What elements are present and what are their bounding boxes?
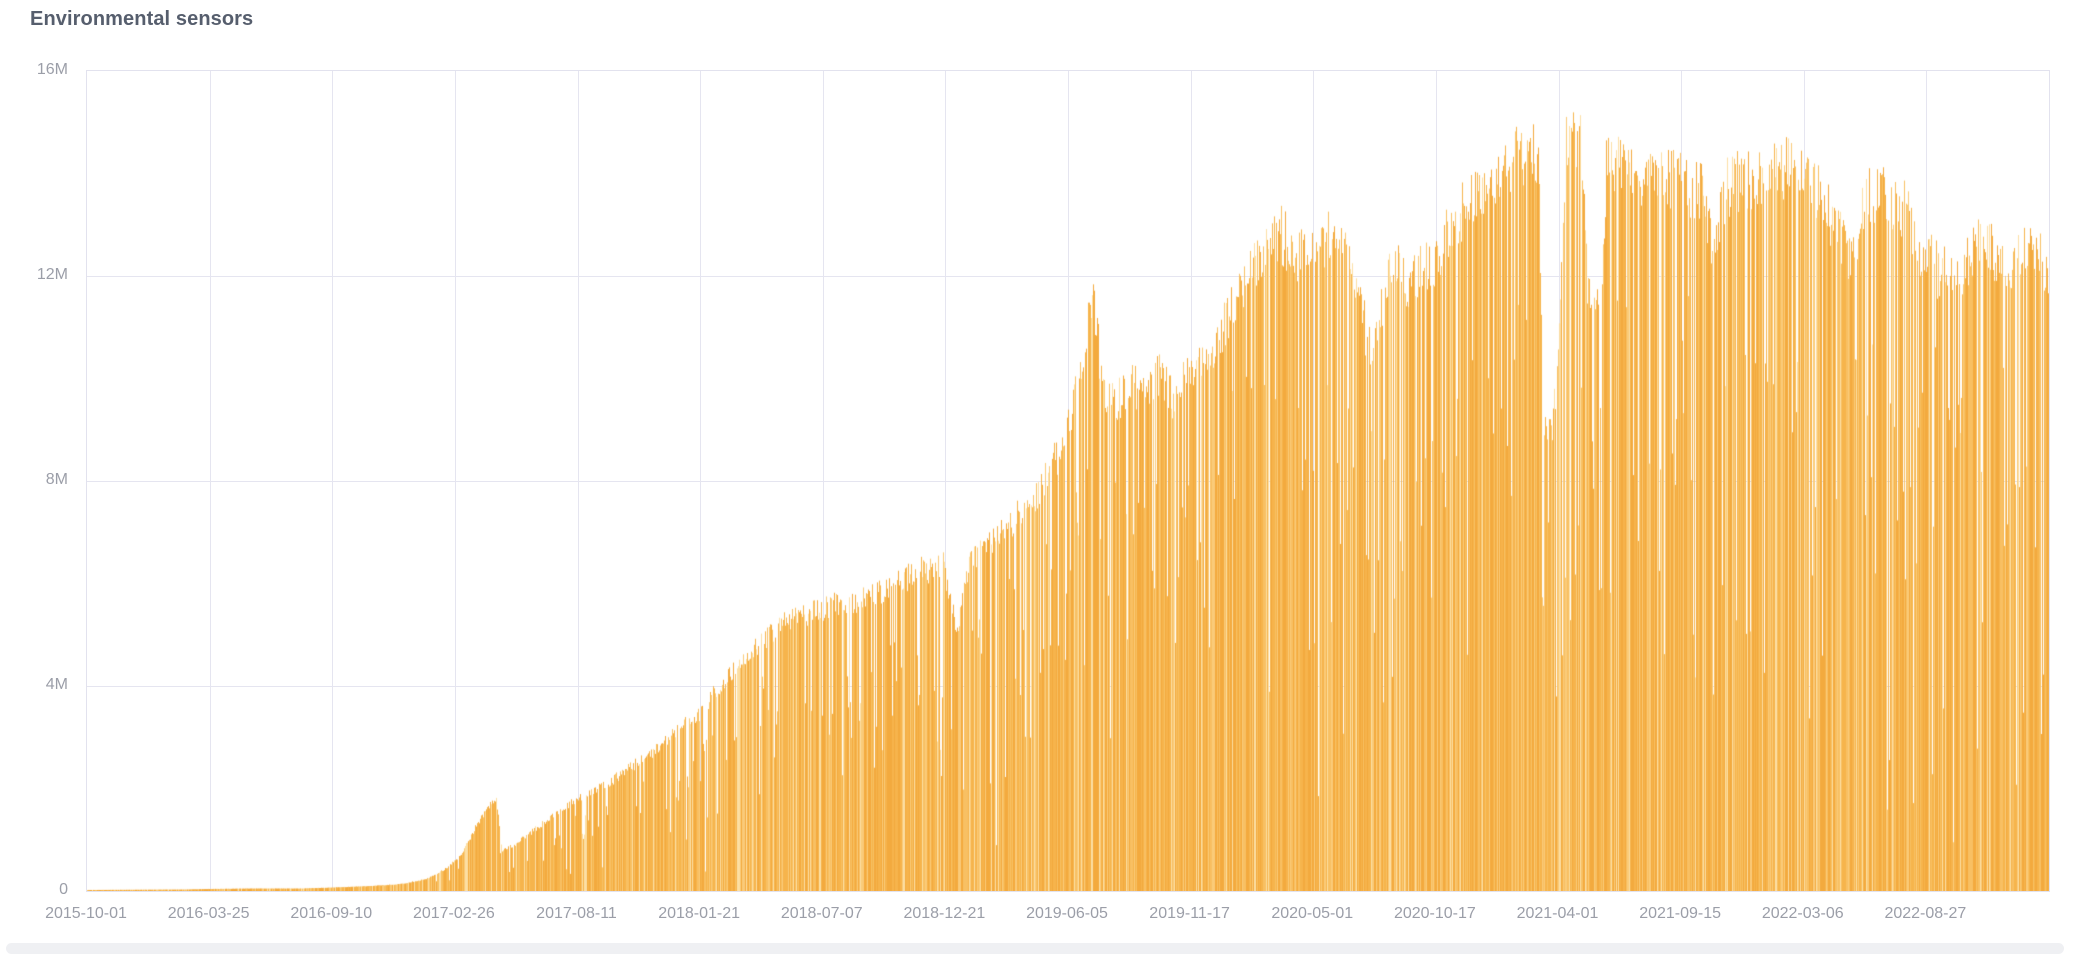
x-tick-label: 2018-01-21 bbox=[658, 905, 741, 922]
x-tick-label: 2020-10-17 bbox=[1393, 905, 1476, 922]
x-tick-label: 2021-04-01 bbox=[1516, 905, 1599, 922]
y-tick-label: 0 bbox=[59, 881, 68, 898]
x-tick-label: 2017-08-11 bbox=[536, 905, 617, 922]
y-tick-label: 8M bbox=[45, 471, 68, 488]
x-tick-label: 2022-08-27 bbox=[1884, 905, 1967, 922]
y-tick-label: 12M bbox=[36, 266, 68, 283]
x-tick-label: 2018-12-21 bbox=[903, 905, 986, 922]
y-tick-label: 4M bbox=[45, 676, 68, 693]
bar-series-environmental-sensors bbox=[87, 71, 2049, 891]
x-tick-label: 2016-09-10 bbox=[290, 905, 373, 922]
x-tick-label: 2017-02-26 bbox=[412, 905, 495, 922]
x-tick-label: 2021-09-15 bbox=[1639, 905, 1722, 922]
y-tick-label: 16M bbox=[36, 61, 68, 78]
chart-title: Environmental sensors bbox=[30, 8, 254, 30]
x-tick-label: 2016-03-25 bbox=[167, 905, 250, 922]
x-tick-label: 2022-03-06 bbox=[1761, 905, 1844, 922]
x-tick-label: 2019-11-17 bbox=[1149, 905, 1230, 922]
x-tick-label: 2020-05-01 bbox=[1271, 905, 1354, 922]
horizontal-scrollbar-thumb[interactable] bbox=[6, 943, 2064, 954]
x-tick-label: 2015-10-01 bbox=[45, 905, 127, 922]
plot-area bbox=[86, 70, 2050, 892]
x-tick-label: 2018-07-07 bbox=[780, 905, 863, 922]
x-tick-label: 2019-06-05 bbox=[1026, 905, 1108, 922]
